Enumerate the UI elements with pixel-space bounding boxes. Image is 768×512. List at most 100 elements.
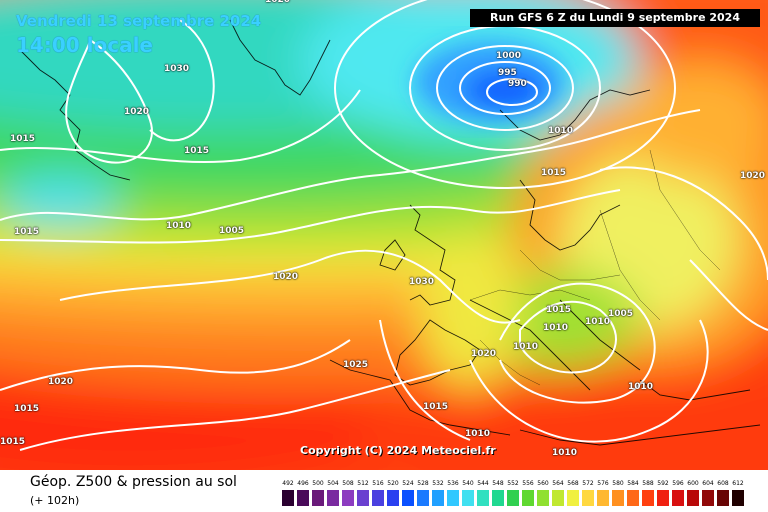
model-run-banner: Run GFS 6 Z du Lundi 9 septembre 2024 [470,9,760,27]
legend-label: 536 [447,480,459,487]
isobar-label: 1010 [585,317,611,327]
geopotential-field [0,0,768,470]
legend-swatch [507,490,519,506]
legend-swatch [417,490,429,506]
legend-label: 556 [522,480,534,487]
isobar-label: 1020 [471,349,497,359]
isobar-label: 1030 [164,64,190,74]
legend-label: 548 [492,480,504,487]
isobar-label: 1025 [343,360,369,370]
legend-swatch [312,490,324,506]
legend-swatch [522,490,534,506]
isobar-label: 1020 [273,272,299,282]
legend-swatch [597,490,609,506]
legend-swatch [492,490,504,506]
legend-label: 516 [372,480,384,487]
legend-swatch [717,490,729,506]
legend-label: 500 [312,480,324,487]
isobar-label: 1010 [543,323,569,333]
legend-swatch [642,490,654,506]
legend-swatch [537,490,549,506]
legend-swatch [702,490,714,506]
isobar-label: 1015 [14,227,40,237]
isobar-label: 1000 [496,51,522,61]
legend-label: 576 [597,480,609,487]
isobar-label: 990 [508,79,527,89]
legend-label: 600 [687,480,699,487]
isobar-label: 1010 [513,342,539,352]
legend-swatch [687,490,699,506]
isobar-label: 1010 [552,448,578,458]
isobar-label: 1015 [10,134,36,144]
isobar-label: 1005 [219,226,245,236]
legend-label: 560 [537,480,549,487]
isobar-label: 1015 [184,146,210,156]
legend-label: 612 [732,480,744,487]
isobar-label: 1015 [541,168,567,178]
legend-label: 568 [567,480,579,487]
legend-swatch [357,490,369,506]
legend-label: 512 [357,480,369,487]
isobar-label: 1010 [628,382,654,392]
legend-swatch [327,490,339,506]
legend-swatch [672,490,684,506]
legend-swatch [432,490,444,506]
legend-swatch [447,490,459,506]
legend-swatch [582,490,594,506]
isobar-label: 1030 [409,277,435,287]
legend-label: 564 [552,480,564,487]
map-footer: Géop. Z500 & pression au sol (+ 102h) 49… [0,470,768,512]
legend-swatch [657,490,669,506]
legend-label: 584 [627,480,639,487]
legend-swatch [282,490,294,506]
legend-swatch [462,490,474,506]
legend-label: 540 [462,480,474,487]
isobar-label: 1020 [48,377,74,387]
legend-label: 588 [642,480,654,487]
legend-label: 604 [702,480,714,487]
legend-label: 580 [612,480,624,487]
isobar-label: 1015 [0,437,26,447]
legend-swatch [387,490,399,506]
legend-label: 608 [717,480,729,487]
legend-label: 508 [342,480,354,487]
legend-swatch [627,490,639,506]
legend-label: 532 [432,480,444,487]
legend-label: 592 [657,480,669,487]
isobar-label: 1005 [608,309,634,319]
map-canvas [0,0,768,470]
legend-swatch [612,490,624,506]
legend-label: 496 [297,480,309,487]
forecast-time: 14:00 locale [16,33,153,57]
isobar-label: 1010 [166,221,192,231]
forecast-range: (+ 102h) [30,494,80,507]
legend-label: 520 [387,480,399,487]
legend-label: 572 [582,480,594,487]
legend-label: 492 [282,480,294,487]
weather-map: Vendredi 13 septembre 2024 14:00 locale … [0,0,768,470]
legend-swatch [732,490,744,506]
parameter-title: Géop. Z500 & pression au sol [30,474,237,490]
isobar-label: 1015 [14,404,40,414]
isobar-label: 1020 [265,0,291,5]
isobar-label: 1010 [465,429,491,439]
legend-swatch [552,490,564,506]
legend-swatch [342,490,354,506]
legend-swatch [477,490,489,506]
isobar-label: 1020 [740,171,766,181]
isobar-label: 1020 [124,107,150,117]
isobar-label: 995 [498,68,517,78]
legend-label: 544 [477,480,489,487]
legend-label: 524 [402,480,414,487]
isobar-label: 1010 [548,126,574,136]
isobar-label: 1015 [546,305,572,315]
legend-swatch [402,490,414,506]
legend-label: 528 [417,480,429,487]
forecast-date: Vendredi 13 septembre 2024 [16,12,262,30]
legend-swatch [567,490,579,506]
isobar-label: 1015 [423,402,449,412]
legend-label: 596 [672,480,684,487]
legend-label: 504 [327,480,339,487]
copyright-notice: Copyright (C) 2024 Meteociel.fr [300,444,496,457]
